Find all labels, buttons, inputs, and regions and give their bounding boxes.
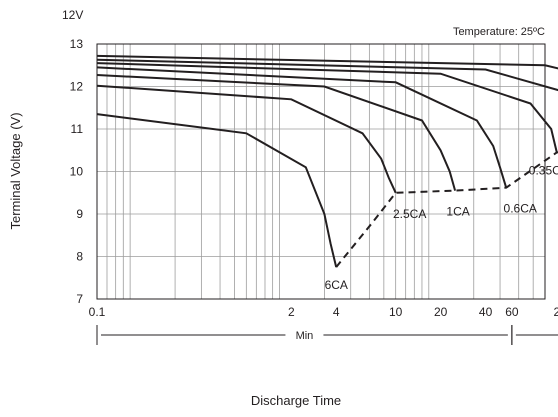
y-tick-label: 8: [76, 250, 83, 264]
discharge-curves: [96, 54, 558, 268]
x-tick-label: 2: [553, 305, 558, 319]
curve-label-6ca: 6CA: [325, 278, 348, 292]
discharge-curve-1ca: [96, 74, 457, 191]
temperature-note: Temperature: 25ºC: [453, 26, 545, 38]
curve-label-0_35ca: 0.35CA: [529, 163, 558, 177]
voltage-system-label: 12V: [62, 8, 83, 22]
y-axis: 7 8 9 10 11 12 13: [70, 37, 84, 306]
plot-frame: [96, 43, 546, 300]
y-tick-label: 10: [70, 165, 84, 179]
x-tick-label: 0.1: [89, 305, 106, 319]
x-axis-title: Discharge Time: [251, 393, 341, 408]
discharge-curve-6ca: [96, 113, 338, 268]
chart-grid: [96, 43, 546, 300]
y-tick-label: 11: [71, 122, 84, 136]
y-axis-title: Terminal Voltage (V): [8, 112, 23, 229]
discharge-curve-0_2ca: [96, 58, 558, 92]
unit-label-min: Min: [296, 330, 314, 342]
curve-label-0_6ca: 0.6CA: [504, 202, 537, 216]
y-tick-label: 13: [70, 37, 84, 51]
x-tick-label: 10: [389, 305, 403, 319]
x-tick-label: 40: [479, 305, 493, 319]
x-tick-label: 20: [434, 305, 448, 319]
x-axis: 0.12410204060246810: [89, 305, 558, 319]
x-tick-label: 2: [288, 305, 295, 319]
discharge-curve-0_6ca: [96, 66, 508, 188]
y-tick-label: 12: [70, 80, 84, 94]
curve-label-2_5ca: 2.5CA: [393, 207, 426, 221]
x-tick-label: 60: [505, 305, 519, 319]
discharge-curve-0_1ca: [96, 54, 558, 70]
x-tick-label: 4: [333, 305, 340, 319]
y-tick-label: 9: [76, 207, 83, 221]
y-tick-label: 7: [76, 292, 83, 306]
curve-label-1ca: 1CA: [446, 205, 469, 219]
end-voltage-dashed-line: [335, 151, 558, 268]
discharge-curve-2_5ca: [96, 84, 397, 194]
time-unit-brackets: MinH: [96, 325, 558, 345]
discharge-curve-0_35ca: [96, 62, 558, 153]
